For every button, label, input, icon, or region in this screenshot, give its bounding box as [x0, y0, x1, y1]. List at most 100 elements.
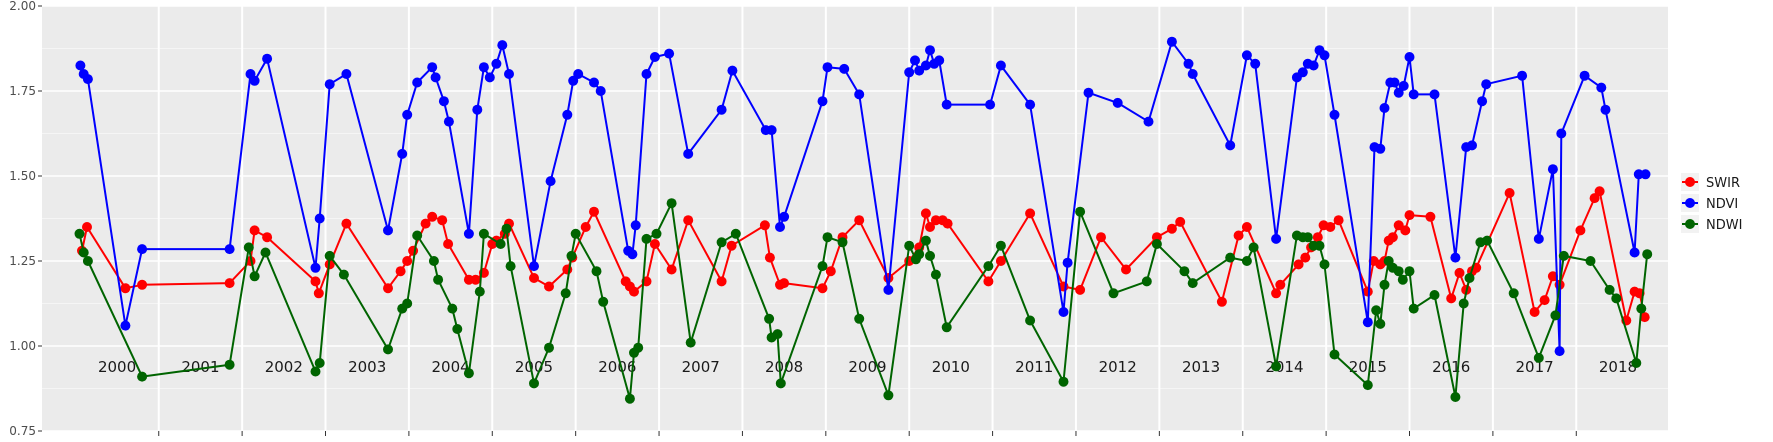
data-point-swir: [1446, 293, 1457, 304]
data-point-ndwi: [666, 198, 677, 209]
data-point-swir: [666, 264, 677, 275]
data-point-ndwi: [1642, 249, 1653, 260]
data-point-ndvi: [716, 104, 727, 115]
data-point-ndwi: [447, 303, 458, 314]
data-point-ndwi: [501, 223, 512, 234]
data-point-ndwi: [338, 269, 349, 280]
year-label: 2002: [265, 358, 303, 376]
data-point-ndvi: [224, 244, 235, 255]
year-label: 2010: [932, 358, 970, 376]
data-point-ndwi: [1362, 380, 1373, 391]
data-point-ndvi: [402, 109, 413, 120]
data-point-swir: [942, 218, 953, 229]
data-point-ndvi: [1308, 60, 1319, 71]
data-point-ndwi: [941, 322, 952, 333]
data-point-ndwi: [1558, 250, 1569, 261]
data-point-ndwi: [1225, 252, 1236, 263]
year-label: 2001: [181, 358, 219, 376]
data-point-ndvi: [1271, 233, 1282, 244]
data-point-ndvi: [822, 62, 833, 73]
data-point-ndvi: [934, 55, 945, 66]
data-point-ndvi: [1450, 252, 1461, 263]
data-point-ndwi: [78, 247, 89, 258]
data-point-swir: [1362, 286, 1373, 297]
data-point-ndwi: [428, 256, 439, 266]
data-point-ndvi: [1183, 58, 1194, 69]
data-point-ndwi: [1482, 235, 1493, 246]
data-point-ndwi: [314, 358, 325, 368]
data-point-ndvi: [1143, 116, 1154, 127]
data-point-ndvi: [1062, 257, 1073, 268]
data-point-ndvi: [854, 89, 865, 100]
data-point-ndwi: [74, 228, 85, 239]
data-point-swir: [925, 222, 935, 232]
data-point-ndvi: [630, 220, 641, 231]
series-ndwi: [74, 198, 1653, 404]
data-point-ndwi: [995, 240, 1006, 251]
data-point-swir: [470, 274, 481, 285]
data-point-swir: [1166, 223, 1177, 234]
data-point-ndvi: [1429, 89, 1440, 100]
data-point-ndwi: [1458, 298, 1469, 309]
data-point-swir: [1325, 222, 1336, 232]
data-point-swir: [1539, 295, 1550, 306]
data-point-ndwi: [716, 237, 727, 248]
data-point-swir: [1312, 232, 1323, 243]
data-point-ndwi: [474, 286, 485, 297]
data-point-ndvi: [817, 96, 828, 107]
data-point-ndvi: [314, 213, 325, 224]
data-point-swir: [1075, 284, 1086, 295]
data-point-ndwi: [1075, 206, 1086, 217]
data-point-ndvi: [427, 62, 438, 73]
data-point-swir: [817, 283, 828, 294]
data-point-ndwi: [1604, 284, 1615, 295]
data-point-swir: [1233, 230, 1244, 241]
data-point-ndwi: [1371, 305, 1382, 316]
data-point-swir: [983, 276, 994, 287]
data-point-ndwi: [566, 250, 577, 261]
data-point-ndvi: [925, 45, 935, 56]
data-point-ndwi: [914, 249, 925, 260]
y-tick-label: 1.00: [9, 339, 36, 353]
data-point-ndvi: [1058, 307, 1069, 317]
data-point-ndvi: [1640, 169, 1651, 180]
data-point-ndvi: [766, 125, 777, 136]
data-point-ndwi: [1550, 310, 1561, 321]
data-point-ndwi: [402, 298, 413, 309]
data-point-ndvi: [683, 148, 694, 159]
data-point-ndwi: [822, 232, 833, 243]
data-point-ndwi: [1141, 276, 1152, 287]
legend-label: SWIR: [1706, 176, 1740, 191]
data-point-swir: [764, 252, 775, 263]
data-point-ndwi: [570, 228, 581, 239]
data-point-ndvi: [1112, 97, 1123, 108]
data-point-ndwi: [930, 269, 941, 280]
data-point-swir: [313, 288, 324, 299]
data-point-ndwi: [560, 288, 571, 299]
data-point-swir: [779, 278, 790, 289]
data-point-ndvi: [1389, 77, 1400, 88]
year-label: 2015: [1349, 358, 1387, 376]
data-point-ndvi: [562, 109, 573, 120]
data-point-ndvi: [627, 249, 638, 260]
data-point-ndwi: [764, 313, 775, 324]
data-point-ndwi: [854, 313, 865, 324]
data-point-ndwi: [1631, 358, 1642, 368]
data-point-swir: [249, 225, 260, 236]
data-point-ndwi: [775, 378, 786, 389]
data-point-ndvi: [438, 96, 449, 107]
year-label: 2004: [431, 358, 469, 376]
data-point-swir: [137, 279, 148, 290]
data-point-ndvi: [1467, 140, 1477, 151]
data-point-ndvi: [430, 72, 441, 83]
data-point-ndvi: [1329, 109, 1340, 120]
data-point-ndwi: [249, 271, 260, 282]
data-point-ndvi: [1166, 36, 1177, 47]
data-point-ndwi: [883, 390, 894, 401]
data-point-ndvi: [504, 69, 514, 79]
data-point-swir: [825, 266, 836, 277]
data-point-swir: [1175, 216, 1186, 227]
data-point-swir: [310, 276, 321, 287]
data-point-swir: [427, 211, 438, 222]
data-point-ndwi: [1151, 239, 1162, 249]
